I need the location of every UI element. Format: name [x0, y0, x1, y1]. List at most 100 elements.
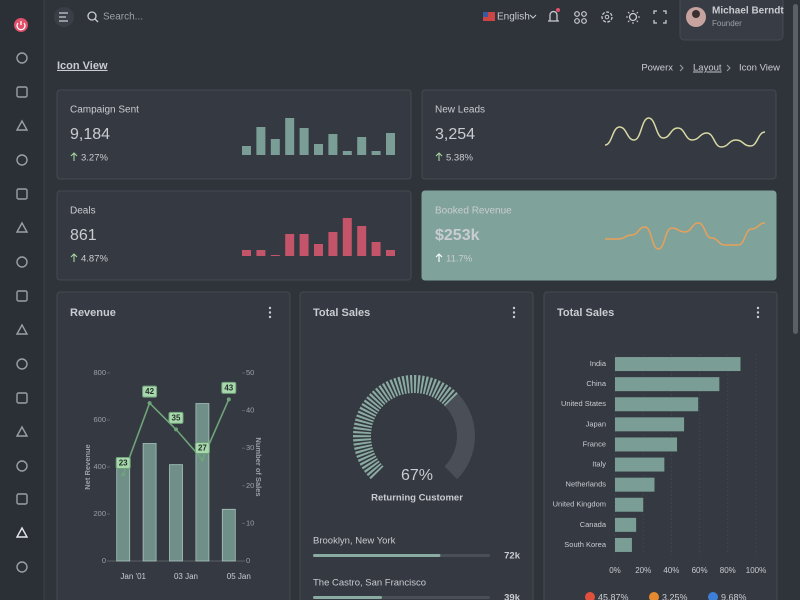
fullscreen-icon[interactable] — [653, 10, 667, 24]
bar — [221, 508, 236, 562]
spark-bar — [314, 244, 323, 256]
y-tick-label: 200 — [93, 509, 106, 518]
bar — [615, 397, 699, 412]
nav-icon — [16, 154, 28, 166]
card-menu[interactable] — [512, 306, 516, 319]
spark-bar — [242, 146, 251, 155]
spark-bar — [285, 234, 295, 256]
nav-icon — [16, 86, 28, 98]
spark-bar — [386, 133, 395, 155]
bar — [615, 517, 637, 532]
y-axis-title: Net Revenue — [83, 444, 92, 489]
y2-tick-label: 50 — [246, 368, 254, 377]
x-tick-label: 60% — [692, 566, 708, 575]
trend-arrow — [70, 152, 78, 161]
nav-icon — [16, 188, 28, 200]
location-value: 39k — [504, 593, 521, 600]
settings-icon[interactable] — [601, 11, 613, 23]
line-marker — [226, 397, 231, 402]
y-tick-label: 600 — [93, 415, 106, 424]
avatar-head — [692, 10, 700, 18]
breadcrumb-item[interactable]: Layout — [693, 63, 722, 74]
nav-icon — [16, 493, 28, 505]
x-tick-label: 03 Jan — [174, 572, 198, 581]
data-label-box — [168, 411, 184, 424]
scrollbar[interactable] — [793, 4, 798, 334]
spark-bar — [357, 137, 367, 155]
bar — [169, 464, 183, 562]
bar — [615, 377, 720, 392]
spark-bar — [371, 151, 381, 155]
bar — [615, 537, 632, 552]
flag-canton — [483, 12, 488, 17]
theme-icon[interactable] — [628, 12, 638, 22]
nav-icon — [16, 290, 28, 302]
stat-change: 3.27% — [81, 153, 108, 164]
bar — [615, 417, 685, 432]
spark-bar — [314, 144, 323, 155]
bar — [195, 403, 210, 562]
stat-card — [56, 89, 412, 180]
stat-value: $253k — [435, 227, 480, 244]
card-title: Total Sales — [313, 307, 370, 319]
settings-icon-core — [604, 14, 610, 20]
y2-tick-label: 0 — [246, 556, 250, 565]
breadcrumb-item[interactable]: Powerx — [641, 63, 673, 74]
page-title: Icon View — [57, 60, 108, 72]
spark-bar — [328, 232, 338, 256]
stat-change: 4.87% — [81, 254, 108, 265]
power-glyph — [16, 21, 26, 31]
stat-card — [421, 190, 777, 281]
spark-bar — [328, 134, 338, 155]
search-input[interactable]: Search... — [103, 12, 143, 23]
y-tick-label: 400 — [93, 462, 106, 471]
spark-bar — [299, 234, 309, 256]
spark-bar — [256, 250, 266, 256]
line-marker — [174, 427, 178, 432]
gauge-card — [299, 291, 534, 600]
nav-icon — [16, 561, 28, 573]
y2-tick-label: 10 — [246, 518, 254, 527]
location-name: Brooklyn, New York — [313, 536, 396, 547]
nav-icon — [15, 323, 29, 335]
y-tick-label: Italy — [592, 460, 606, 469]
sidebar-icons — [14, 18, 29, 573]
card-menu[interactable] — [756, 306, 760, 319]
x-tick-label: 0% — [609, 566, 621, 575]
user-box[interactable] — [679, 0, 784, 41]
line-marker — [147, 401, 152, 406]
y-tick-label: South Korea — [564, 540, 607, 549]
stat-value: 861 — [70, 227, 97, 244]
stat-card — [56, 190, 412, 281]
language-caret — [529, 14, 537, 19]
y2-tick-label: 40 — [246, 406, 254, 415]
gauge-label: Returning Customer — [371, 493, 463, 504]
spark-bar — [386, 250, 395, 256]
y-tick-label: United Kingdom — [553, 500, 606, 509]
user-role: Founder — [712, 19, 742, 28]
language-select[interactable]: English — [497, 12, 530, 23]
location-name: The Castro, San Francisco — [313, 578, 426, 589]
flag — [483, 12, 495, 21]
nav-icon — [16, 52, 28, 64]
data-label-box — [221, 381, 237, 394]
stat-value: 3,254 — [435, 126, 475, 143]
location-value: 72k — [504, 551, 521, 562]
theme-rays — [626, 10, 640, 24]
card-title: Revenue — [70, 307, 116, 319]
x-tick-label: 20% — [635, 566, 651, 575]
y-tick-label: United States — [561, 399, 606, 408]
stat-change: 11.7% — [446, 254, 473, 265]
data-label-box — [142, 385, 158, 398]
bell-icon[interactable] — [548, 10, 559, 22]
card-menu[interactable] — [268, 306, 272, 319]
apps-icon[interactable] — [574, 11, 587, 24]
nav-icon — [16, 256, 28, 268]
y2-axis-title: Number of Sales — [254, 437, 263, 496]
spark-bar — [371, 242, 381, 256]
spark-bar — [357, 226, 367, 256]
data-label: 42 — [145, 387, 154, 396]
progress-bar — [313, 596, 383, 599]
data-label: 43 — [224, 383, 233, 392]
